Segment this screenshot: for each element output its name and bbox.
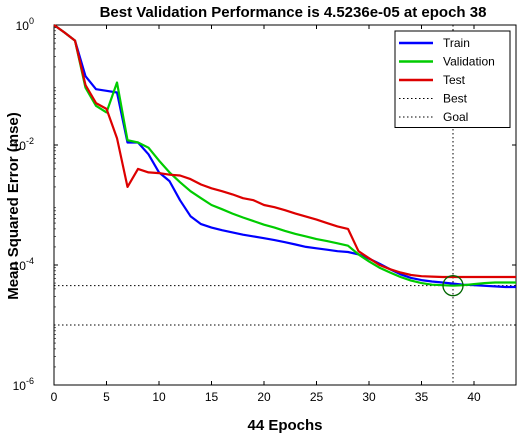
y-tick-label: 10-6 <box>13 376 34 393</box>
chart-title: Best Validation Performance is 4.5236e-0… <box>100 4 487 21</box>
x-axis-label: 44 Epochs <box>247 417 322 434</box>
legend-label-best: Best <box>443 92 468 106</box>
x-tick-label: 35 <box>415 390 429 404</box>
series-line-validation <box>53 24 516 287</box>
y-tick-label: 10-4 <box>13 256 34 273</box>
legend-label-train: Train <box>443 36 470 50</box>
legend-label-test: Test <box>443 73 466 87</box>
axis-ticks: 0 5 10 15 20 25 30 35 40 100 10-2 10-4 10-6 <box>13 16 516 404</box>
y-tick-label: 100 <box>16 16 34 33</box>
series-line-test <box>53 24 516 279</box>
x-tick-label: 15 <box>205 390 219 404</box>
legend: Train Validation Test Best Goal <box>394 30 511 128</box>
x-tick-label: 5 <box>103 390 110 404</box>
best-circle <box>442 275 464 297</box>
x-tick-label: 40 <box>467 390 481 404</box>
y-tick-label: 10-2 <box>13 136 34 153</box>
legend-label-goal: Goal <box>443 110 468 124</box>
series-lines <box>53 24 516 289</box>
x-tick-label: 20 <box>257 390 271 404</box>
x-tick-label: 25 <box>310 390 324 404</box>
x-tick-label: 0 <box>51 390 58 404</box>
best-point-marker <box>442 275 464 297</box>
series-line-train <box>53 24 516 289</box>
x-tick-label: 30 <box>362 390 376 404</box>
x-tick-label: 10 <box>152 390 166 404</box>
legend-label-validation: Validation <box>443 55 495 69</box>
y-axis-label: Mean Squared Error (mse) <box>5 112 22 300</box>
